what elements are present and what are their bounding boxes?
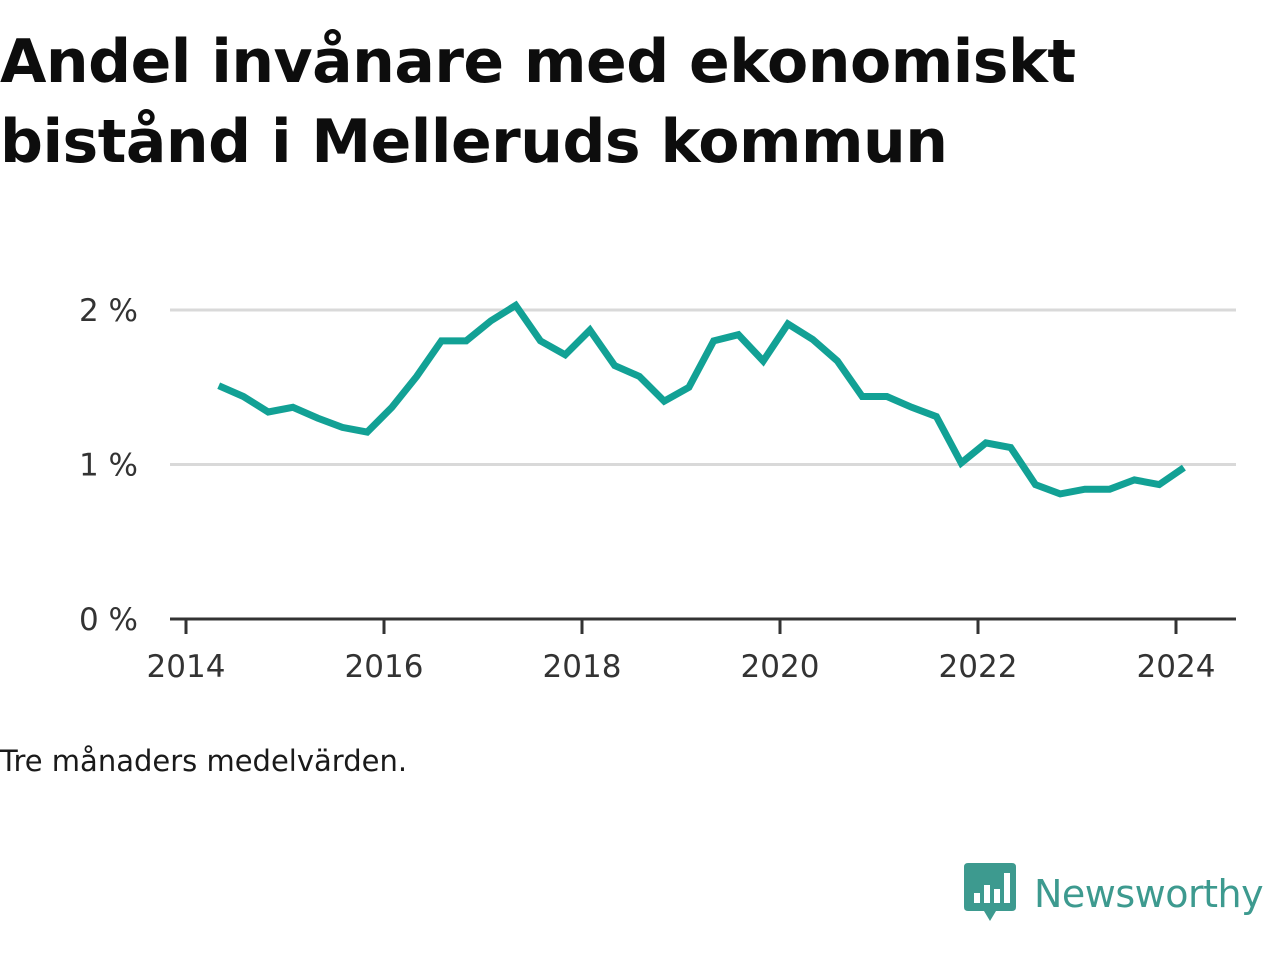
data-point: [985, 442, 986, 443]
data-point: [218, 385, 219, 386]
data-point: [812, 339, 813, 340]
data-point: [738, 334, 739, 335]
data-point: [292, 407, 293, 408]
line-chart: 0 % 1 % 2 % 2014 2016 2018 2020 2022 2024: [79, 293, 1236, 685]
y-tick-label: 0 %: [79, 602, 138, 638]
data-point: [367, 432, 368, 433]
chart-title: Andel invånare med ekonomiskt bistånd i …: [0, 27, 1076, 177]
data-point: [243, 396, 244, 397]
y-tick-label: 1 %: [79, 448, 138, 484]
x-tick-label: 2018: [543, 649, 622, 685]
data-point: [787, 323, 788, 324]
data-point: [688, 387, 689, 388]
data-point: [639, 376, 640, 377]
data-point: [268, 412, 269, 413]
chart-note: Tre månaders medelvärden.: [0, 744, 408, 778]
data-point: [886, 396, 887, 397]
x-tick-label: 2020: [741, 649, 820, 685]
data-point: [589, 330, 590, 331]
data-point: [1010, 447, 1011, 448]
data-point: [490, 320, 491, 321]
data-point: [540, 340, 541, 341]
data-point: [466, 340, 467, 341]
y-axis-ticks: 0 % 1 % 2 %: [79, 293, 138, 638]
brand-logo: Newsworthy: [964, 862, 1264, 926]
data-point: [1060, 493, 1061, 494]
data-point: [763, 361, 764, 362]
data-point: [936, 416, 937, 417]
data-point: [1035, 484, 1036, 485]
brand-name: Newsworthy: [1034, 872, 1264, 916]
x-tick-label: 2016: [345, 649, 424, 685]
x-tick-label: 2022: [939, 649, 1018, 685]
data-point: [961, 463, 962, 464]
data-point: [317, 418, 318, 419]
x-axis-ticks: 2014 2016 2018 2020 2022 2024: [147, 619, 1216, 685]
data-point: [1134, 479, 1135, 480]
data-point: [1109, 489, 1110, 490]
data-point: [837, 361, 838, 362]
x-tick-label: 2014: [147, 649, 226, 685]
data-point: [441, 340, 442, 341]
data-point: [862, 396, 863, 397]
data-point: [342, 427, 343, 428]
data-point: [713, 340, 714, 341]
data-point: [1159, 484, 1160, 485]
data-point: [911, 407, 912, 408]
data-point: [1084, 489, 1085, 490]
data-point: [515, 305, 516, 306]
data-point: [614, 365, 615, 366]
data-point: [664, 401, 665, 402]
bar-chart-speech-bubble-icon: [964, 863, 1016, 921]
y-tick-label: 2 %: [79, 293, 138, 329]
data-point: [565, 354, 566, 355]
data-point: [391, 407, 392, 408]
x-tick-label: 2024: [1137, 649, 1216, 685]
data-point: [416, 376, 417, 377]
data-point: [1183, 467, 1184, 468]
series-line: [217, 300, 1186, 498]
gridlines: [170, 308, 1236, 466]
